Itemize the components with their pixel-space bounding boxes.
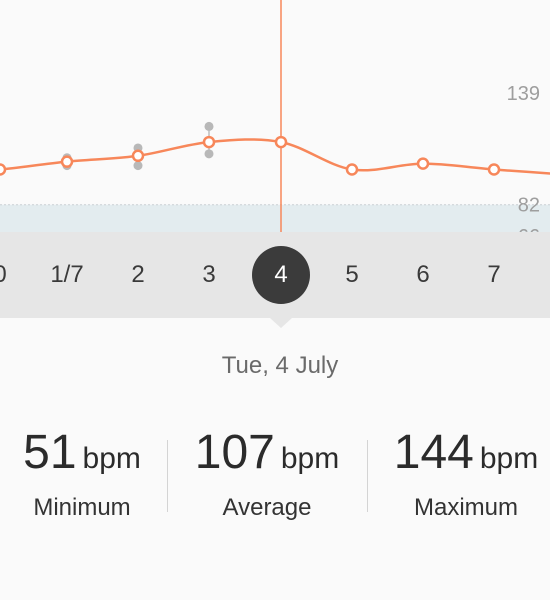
average-unit: bpm bbox=[280, 442, 340, 475]
average-label: Average bbox=[222, 494, 312, 521]
y-tick-label: 66 bbox=[518, 226, 540, 232]
minimum-unit: bpm bbox=[82, 442, 141, 475]
data-point-5 bbox=[345, 163, 359, 176]
stat-maximum: 144 bpm Maximum bbox=[376, 425, 550, 522]
date-label: 2 bbox=[131, 261, 145, 288]
minimum-value: 51 bbox=[23, 426, 77, 479]
date-label: 6 bbox=[416, 261, 430, 288]
range-min-dot bbox=[133, 161, 143, 171]
date-item-7[interactable]: 7 bbox=[464, 232, 524, 318]
date-label: 3 bbox=[202, 261, 216, 288]
data-point-4 bbox=[274, 135, 288, 149]
y-tick-label: 82 bbox=[518, 195, 540, 217]
data-point-1-7 bbox=[60, 155, 74, 168]
average-value: 107 bbox=[194, 426, 275, 479]
stat-average: 107 bpm Average bbox=[177, 425, 357, 522]
stat-divider bbox=[167, 440, 168, 512]
date-item-4[interactable]: 4 bbox=[251, 232, 311, 318]
range-max-dot bbox=[204, 121, 214, 131]
maximum-label: Maximum bbox=[413, 494, 518, 521]
stat-divider bbox=[367, 440, 368, 512]
heart-rate-chart[interactable]: 456682139 bbox=[0, 0, 550, 232]
data-point-7 bbox=[487, 163, 501, 176]
date-item-3[interactable]: 3 bbox=[179, 232, 239, 318]
date-item-1-7[interactable]: 1/7 bbox=[37, 232, 97, 318]
data-point-3 bbox=[202, 135, 216, 149]
date-item-6[interactable]: 6 bbox=[393, 232, 453, 318]
data-point-2 bbox=[131, 149, 145, 163]
data-point-6 bbox=[416, 157, 430, 170]
date-label: 7 bbox=[487, 261, 501, 288]
date-label: 1/7 bbox=[50, 261, 84, 288]
heart-rate-line bbox=[0, 138, 550, 175]
date-item-5[interactable]: 5 bbox=[322, 232, 382, 318]
date-item-2[interactable]: 2 bbox=[108, 232, 168, 318]
stat-minimum: 51 bpm Minimum bbox=[0, 425, 172, 522]
y-tick-label: 139 bbox=[507, 83, 540, 105]
maximum-unit: bpm bbox=[479, 442, 539, 475]
normal-range-band bbox=[0, 204, 550, 232]
selected-date-title: Tue, 4 July bbox=[221, 352, 339, 379]
date-item-0[interactable]: 0 bbox=[0, 232, 30, 318]
date-label: 5 bbox=[345, 261, 359, 288]
chart-svg: 456682139 bbox=[0, 0, 550, 232]
date-label: 4 bbox=[252, 246, 310, 304]
date-label: 0 bbox=[0, 261, 7, 289]
selected-date-pointer bbox=[270, 318, 292, 328]
minimum-label: Minimum bbox=[33, 494, 131, 521]
maximum-value: 144 bbox=[393, 426, 474, 479]
range-min-dot bbox=[204, 149, 214, 159]
data-point-0 bbox=[0, 163, 7, 176]
date-strip[interactable]: 0 1/7 2 3 4 5 6 7 bbox=[0, 232, 550, 318]
